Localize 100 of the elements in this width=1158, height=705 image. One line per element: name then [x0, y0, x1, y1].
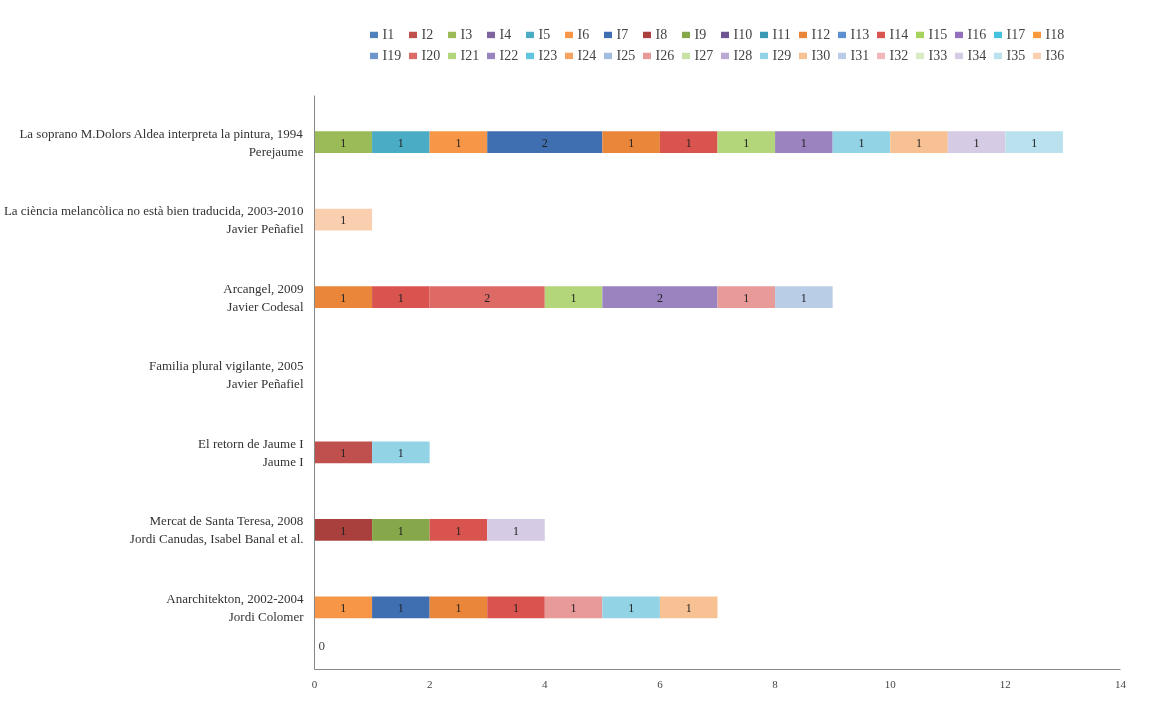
data-label: 1	[973, 135, 980, 150]
legend-label: I20	[421, 47, 442, 64]
data-label: 1	[570, 290, 577, 305]
bar	[372, 441, 430, 464]
x-tick-label: 8	[772, 677, 779, 690]
bar	[372, 596, 430, 619]
y-tick-label: El retorn de Jaume I Jaume I	[198, 435, 304, 469]
data-label: 1	[340, 135, 347, 150]
data-label: 2	[484, 290, 491, 305]
data-label: 1	[340, 601, 347, 616]
data-label: 1	[685, 601, 692, 616]
bar	[717, 131, 776, 153]
legend-label: I14	[889, 26, 910, 43]
legend-label: I30	[811, 47, 832, 64]
legend-label: I36	[1045, 47, 1066, 64]
legend-label: I13	[850, 26, 871, 43]
data-label: 1	[513, 523, 519, 538]
bar	[314, 131, 373, 153]
x-tick-label: 0	[311, 677, 318, 690]
legend-label: I4	[499, 26, 513, 43]
data-label: 1	[1031, 135, 1038, 150]
legend-label: I5	[538, 26, 552, 43]
legend-label: I16	[967, 26, 988, 43]
bar	[775, 286, 833, 309]
bar	[314, 441, 373, 464]
data-label: 2	[656, 290, 663, 305]
bar	[429, 131, 488, 153]
legend-label: I29	[772, 47, 793, 64]
data-label: 1	[800, 290, 807, 305]
bar	[602, 131, 660, 153]
legend-label: I34	[967, 47, 988, 64]
data-label: 1	[685, 135, 692, 150]
legend-label: I10	[733, 26, 754, 43]
x-tick-label: 6	[657, 677, 664, 690]
data-label: 1	[916, 135, 922, 150]
x-tick-label: 4	[542, 677, 549, 690]
legend-label: I21	[460, 47, 481, 64]
bar	[487, 596, 545, 619]
data-label: 1	[743, 290, 750, 305]
bar	[659, 131, 718, 153]
bar	[314, 519, 373, 541]
bar	[890, 131, 948, 153]
bar	[487, 519, 545, 541]
bar	[775, 131, 833, 153]
legend-label: I7	[616, 26, 630, 43]
data-label: 1	[800, 135, 807, 150]
bar	[832, 131, 891, 153]
bar	[487, 131, 603, 153]
data-label: 1	[858, 135, 865, 150]
bar	[1005, 131, 1063, 153]
data-label: 1	[743, 135, 750, 150]
legend-label: I8	[655, 26, 669, 43]
data-label: 1	[628, 601, 635, 616]
legend-label: I15	[928, 26, 949, 43]
bar	[372, 286, 430, 309]
legend-label: I31	[850, 47, 871, 64]
bar	[717, 286, 776, 309]
y-tick-label: Mercat de Santa Teresa, 2008 Jordi Canudas, Isabel Banal et al.	[129, 513, 304, 547]
legend-label: I11	[772, 26, 792, 43]
legend-label: I35	[1006, 47, 1027, 64]
legend-label: I3	[460, 26, 474, 43]
data-label: 1	[340, 290, 347, 305]
legend-label: I26	[655, 47, 676, 64]
legend-label: I22	[499, 47, 520, 64]
data-label: 2	[541, 135, 548, 150]
legend-label: I23	[538, 47, 559, 64]
legend-label: I17	[1006, 26, 1027, 43]
data-label: 1	[340, 523, 347, 538]
legend-label: I2	[421, 26, 435, 43]
bar	[372, 131, 430, 153]
x-tick-label: 10	[884, 677, 897, 690]
bar	[372, 519, 430, 541]
legend-label: I12	[811, 26, 832, 43]
legend-label: I28	[733, 47, 754, 64]
x-tick-label: 14	[1115, 677, 1127, 690]
data-label: 1	[397, 446, 404, 461]
data-label: 1	[513, 601, 519, 616]
legend-label: I32	[889, 47, 910, 64]
x-tick-label: 2	[426, 677, 433, 690]
data-label: 1	[397, 290, 404, 305]
data-label: 1	[397, 601, 404, 616]
legend-label: I9	[694, 26, 708, 43]
y-tick-label: Anarchitekton, 2002-2004 Jordi Colomer	[166, 590, 305, 624]
data-label: 1	[628, 135, 635, 150]
bar	[429, 286, 545, 309]
x-tick-label: 12	[999, 677, 1011, 690]
data-label: 1	[570, 601, 577, 616]
legend-label: I25	[616, 47, 637, 64]
y-tick-label: La soprano M.Dolors Aldea interpreta la pintura, 1994 Perejaume	[19, 125, 304, 159]
bar	[429, 596, 488, 619]
y-tick-label: La ciència melancòlica no està bien traducida, 2003-2010 Javier Peñafiel	[3, 203, 304, 237]
bar	[429, 519, 488, 541]
data-label: 1	[397, 135, 404, 150]
y-tick-label: Arcangel, 2009 Javier Codesal	[223, 280, 304, 314]
data-label: 1	[340, 446, 347, 461]
data-label: 1	[455, 601, 462, 616]
data-label: 1	[455, 135, 462, 150]
bar	[544, 596, 603, 619]
legend-label: I24	[577, 47, 598, 64]
y-tick-label: Familia plural vigilante, 2005 Javier Peñafiel	[148, 358, 304, 392]
